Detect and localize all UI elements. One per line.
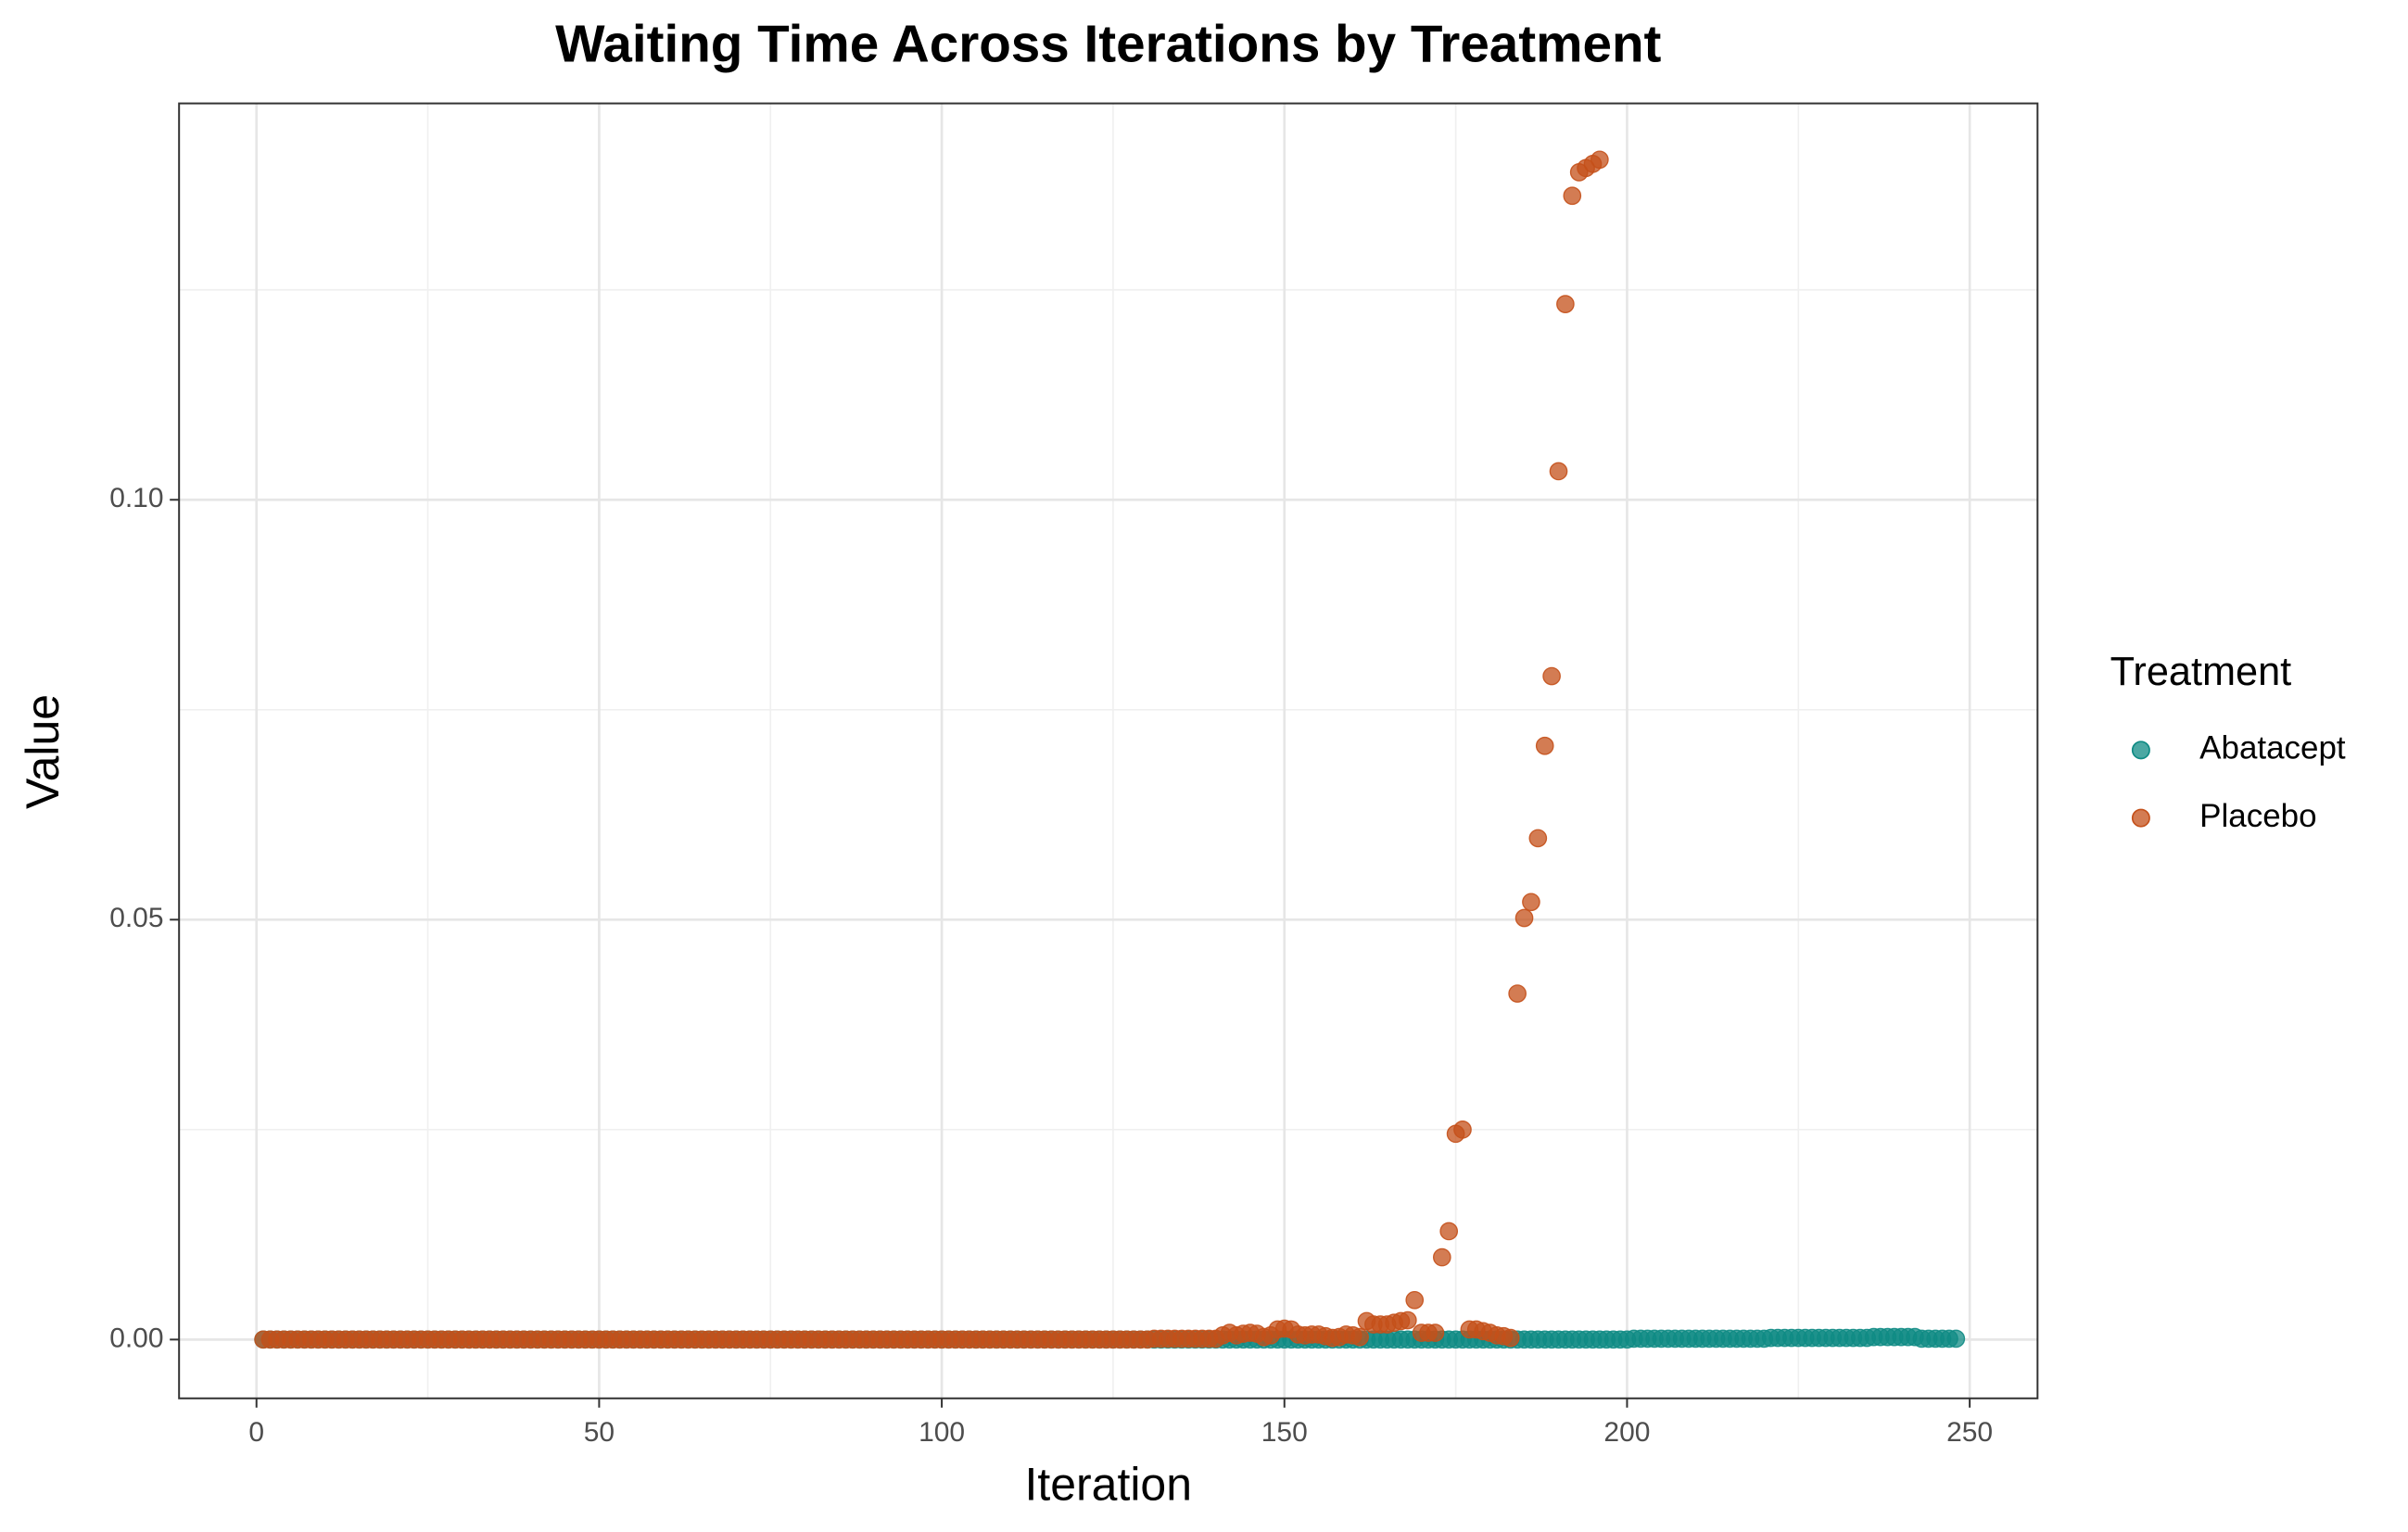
x-tick-label: 150 <box>1261 1417 1308 1448</box>
point <box>1515 908 1534 928</box>
legend-label: Placebo <box>2199 798 2316 834</box>
x-tick-label: 0 <box>248 1417 264 1448</box>
point <box>1549 462 1568 481</box>
x-tick-label: 250 <box>1946 1417 1993 1448</box>
point <box>1528 829 1548 848</box>
point <box>1501 1328 1520 1348</box>
point <box>1405 1290 1425 1310</box>
y-tick-label: 0.05 <box>109 903 163 933</box>
x-tick-label: 50 <box>584 1417 615 1448</box>
point <box>1453 1121 1472 1139</box>
chart-title: Waiting Time Across Iterations by Treatm… <box>555 15 1661 73</box>
y-tick-label: 0.00 <box>109 1323 163 1353</box>
point <box>1591 150 1609 170</box>
point <box>1399 1310 1417 1330</box>
point <box>1522 893 1540 912</box>
point <box>1542 666 1561 686</box>
legend-marker <box>2131 741 2150 760</box>
axes: 0.00 0.05 0.10 0 50 100 150 200 250 <box>109 483 1993 1448</box>
point <box>1350 1327 1369 1347</box>
legend-marker <box>2131 808 2150 828</box>
point <box>1508 984 1527 1003</box>
point <box>1439 1222 1459 1241</box>
legend-label: Abatacept <box>2199 730 2346 766</box>
x-axis-title: Iteration <box>1024 1459 1192 1511</box>
point <box>1426 1323 1445 1342</box>
point <box>1556 295 1575 313</box>
y-tick-label: 0.10 <box>109 483 163 513</box>
point <box>1946 1329 1966 1348</box>
grid <box>179 103 2038 1399</box>
panel-border <box>178 102 2039 1399</box>
legend: Abatacept Placebo <box>2131 730 2346 834</box>
x-tick-label: 200 <box>1603 1417 1650 1448</box>
legend-title: Treatment <box>2110 650 2292 694</box>
point <box>1535 736 1554 755</box>
x-tick-label: 100 <box>919 1417 965 1448</box>
point <box>1432 1247 1451 1267</box>
point <box>1563 186 1582 206</box>
points <box>254 150 1966 1349</box>
y-axis-title: Value <box>17 694 69 809</box>
